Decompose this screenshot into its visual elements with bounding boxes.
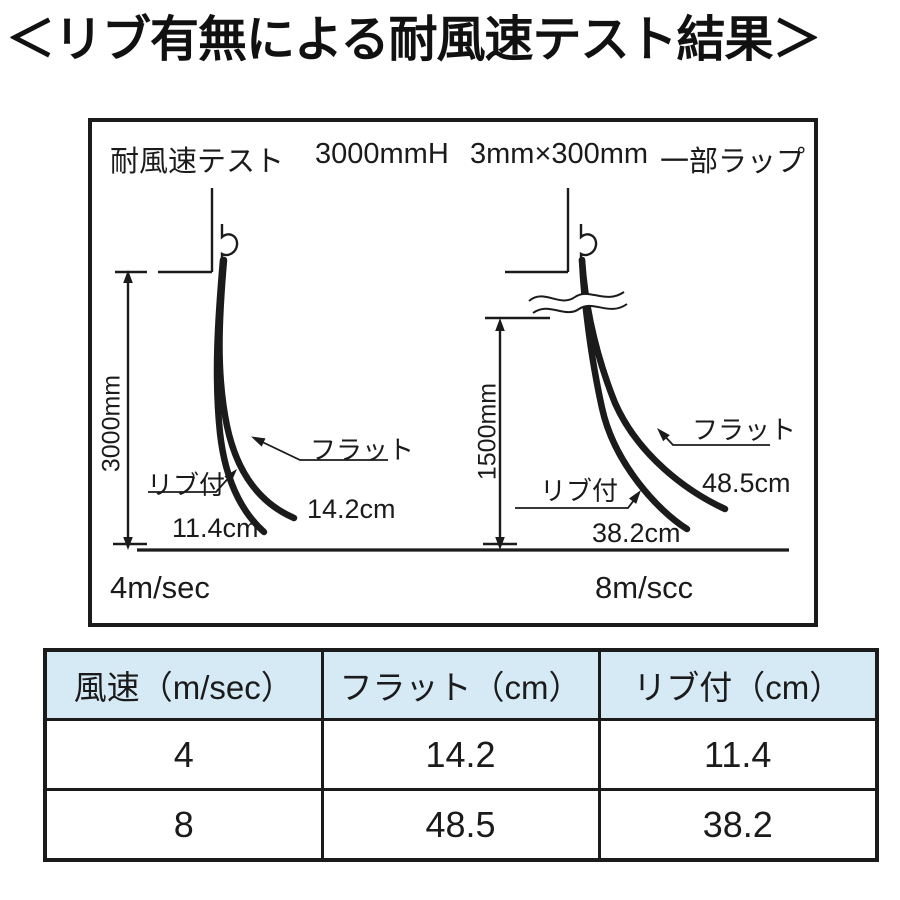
right-flat-label: フラット xyxy=(692,415,797,445)
left-rib-strip-curve xyxy=(213,256,268,536)
right-rib-label: リブ付 xyxy=(540,476,619,506)
break-symbol-lower-line xyxy=(532,303,628,314)
right-rib-arrow-icon xyxy=(629,490,641,504)
left-flat-arrow-icon xyxy=(251,436,266,447)
diagram-canvas xyxy=(88,118,818,627)
left-flat-value: 14.2cm xyxy=(307,494,396,524)
table-row: 8 48.5 38.2 xyxy=(43,788,879,862)
left-wind-speed-label: 4m/sec xyxy=(110,570,210,605)
right-dimension-arrow-up-icon xyxy=(495,318,505,331)
cell-speed-4: 4 xyxy=(43,718,324,791)
diagram-header-test-label: 耐風速テスト xyxy=(110,146,285,178)
diagram-header-height-label: 3000mmH xyxy=(315,138,449,170)
results-table-header-row: 風速（m/sec） フラット（cm） リブ付（cm） xyxy=(43,648,879,721)
left-flat-leader-line xyxy=(255,438,388,461)
right-wind-speed-label: 8m/scc xyxy=(595,570,694,605)
diagram-header-size-label: 3mm×300mm xyxy=(470,138,649,170)
right-wall-lines xyxy=(485,188,570,320)
header-wind-speed: 風速（m/sec） xyxy=(43,648,324,721)
cell-flat-4: 14.2 xyxy=(320,718,601,791)
wind-test-diagram: 耐風速テスト 3000mmH 3mm×300mm 一部ラップ 3000mm フラ… xyxy=(88,118,818,627)
left-flat-label: フラット xyxy=(310,435,415,465)
header-rib: リブ付（cm） xyxy=(597,648,879,721)
cell-rib-4: 11.4 xyxy=(597,718,879,791)
left-clip-icon xyxy=(220,224,239,267)
page-title: ＜リブ有無による耐風速テスト結果＞ xyxy=(6,13,822,67)
left-dimension-arrow-up-icon xyxy=(123,270,133,283)
right-height-dimension-label: 1500mm xyxy=(473,382,502,481)
left-rib-leader-line xyxy=(148,473,233,493)
left-rib-value: 11.4cm xyxy=(172,513,259,543)
right-flat-value: 48.5cm xyxy=(702,468,791,498)
right-flat-arrow-icon xyxy=(657,428,670,442)
results-table: 風速（m/sec） フラット（cm） リブ付（cm） 4 14.2 11.4 8… xyxy=(43,648,879,862)
header-flat: フラット（cm） xyxy=(320,648,601,721)
left-wall-lines xyxy=(115,188,214,274)
cell-rib-8: 38.2 xyxy=(597,788,879,862)
right-clip-icon xyxy=(579,224,598,267)
cell-flat-8: 48.5 xyxy=(320,788,601,862)
break-symbol-upper-line xyxy=(528,291,625,302)
cell-speed-8: 8 xyxy=(43,788,324,862)
diagram-header-lap-label: 一部ラップ xyxy=(660,146,806,178)
right-rib-value: 38.2cm xyxy=(592,518,681,548)
left-height-dimension-label: 3000mm xyxy=(97,374,126,473)
diagram-border xyxy=(88,118,818,627)
left-rib-arrow-icon xyxy=(224,469,237,483)
left-rib-label: リブ付 xyxy=(147,470,226,500)
table-row: 4 14.2 11.4 xyxy=(43,718,879,791)
